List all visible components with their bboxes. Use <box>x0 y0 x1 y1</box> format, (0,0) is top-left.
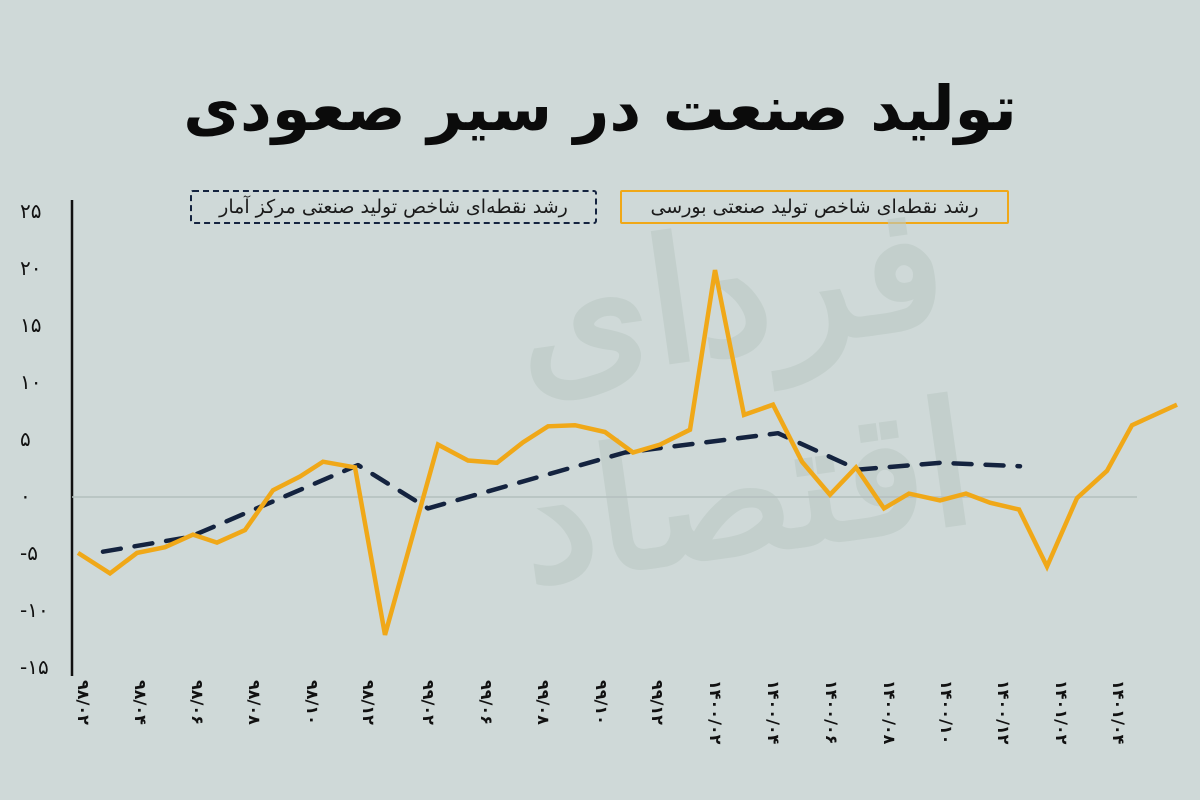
x-tick-label: ۱۴۰۱/۰۲ <box>1052 680 1071 745</box>
x-tick-label: ۱۴۰۰/۰۸ <box>880 680 899 745</box>
y-tick-label: ۱۰ <box>20 370 42 394</box>
x-tick-label: ۱۴۰۰/۰۴ <box>764 680 783 745</box>
x-tick-label: ۹۸/۱۰ <box>303 680 322 725</box>
chart-title: تولید صنعت در سیر صعودی <box>183 72 1017 145</box>
x-tick-label: ۱۴۰۰/۰۶ <box>822 680 841 745</box>
y-tick-label: -۱۰ <box>20 598 49 622</box>
x-tick-label: ۹۸/۰۴ <box>131 680 150 725</box>
series-stock-exchange-line <box>76 269 1178 636</box>
x-tick-label: ۹۹/۰۸ <box>534 680 553 725</box>
x-tick-label: ۹۸/۱۲ <box>359 680 378 725</box>
y-tick-label: ۰ <box>20 484 31 508</box>
x-tick-label: ۱۴۰۰/۱۰ <box>937 680 956 745</box>
legend-label-statistics-center: رشد نقطه‌ای شاخص تولید صنعتی مرکز آمار <box>219 196 568 218</box>
y-tick-label: ۱۵ <box>20 313 42 337</box>
y-tick-label: -۱۵ <box>20 655 49 679</box>
x-tick-label: ۹۸/۰۶ <box>188 680 207 725</box>
x-tick-label: ۹۹/۱۰ <box>592 680 611 725</box>
x-tick-label: ۱۴۰۱/۰۴ <box>1109 680 1128 745</box>
legend-label-stock-exchange: رشد نقطه‌ای شاخص تولید صنعتی بورسی <box>650 196 979 218</box>
legend-series-stock-exchange: رشد نقطه‌ای شاخص تولید صنعتی بورسی <box>620 190 1009 224</box>
x-tick-label: ۹۸/۰۲ <box>74 680 93 725</box>
x-tick-label: ۹۹/۱۲ <box>648 680 667 725</box>
y-tick-label: ۵ <box>20 427 31 451</box>
x-tick-label: ۱۴۰۰/۰۲ <box>706 680 725 745</box>
x-tick-label: ۱۴۰۰/۱۲ <box>994 680 1013 745</box>
x-tick-label: ۹۹/۰۲ <box>419 680 438 725</box>
y-tick-label: ۲۵ <box>20 199 42 223</box>
y-tick-label: ۲۰ <box>20 256 42 280</box>
x-tick-label: ۹۸/۰۸ <box>245 680 264 725</box>
legend-series-statistics-center: رشد نقطه‌ای شاخص تولید صنعتی مرکز آمار <box>190 190 597 224</box>
x-tick-label: ۹۹/۰۶ <box>477 680 496 725</box>
y-tick-label: -۵ <box>20 541 38 565</box>
series-statistics-center-line <box>100 430 1023 554</box>
